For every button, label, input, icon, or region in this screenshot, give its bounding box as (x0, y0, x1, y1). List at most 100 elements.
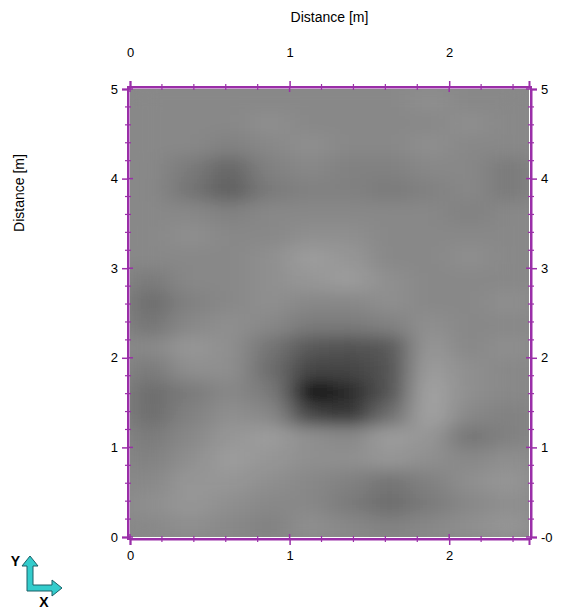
heat-cell (369, 358, 409, 381)
heat-cell (489, 111, 529, 134)
tick-mark (289, 87, 291, 92)
heat-cell (489, 156, 529, 179)
heat-cell (210, 358, 250, 381)
tick-mark (128, 357, 133, 359)
heat-cell (449, 201, 489, 224)
heat-cell (290, 335, 330, 358)
tick-mark (122, 89, 128, 91)
heat-cell (489, 313, 529, 336)
minor-tick (528, 375, 534, 376)
y-axis-left: 012345 (111, 82, 129, 545)
heat-cell (330, 515, 370, 537)
minor-tick (161, 536, 162, 542)
minor-tick (125, 465, 131, 466)
heat-cell (449, 358, 489, 381)
heat-cell (290, 492, 330, 515)
heat-cell (489, 179, 529, 202)
heat-cell (330, 470, 370, 493)
tick-label: 2 (541, 350, 548, 365)
minor-tick (528, 321, 534, 322)
tick-mark (130, 81, 132, 87)
heat-cell (489, 268, 529, 291)
tick-mark (449, 539, 451, 545)
heat-cell (489, 425, 529, 448)
tick-label: 3 (111, 261, 118, 276)
heat-cell (250, 335, 290, 358)
heat-cell (290, 134, 330, 157)
heat-cell (130, 291, 170, 314)
minor-tick (385, 536, 386, 542)
tick-label: 1 (286, 45, 293, 60)
tick-mark (531, 537, 537, 539)
heat-cell (210, 89, 250, 112)
heat-cell (409, 134, 449, 157)
tick-mark (531, 447, 537, 449)
tick-mark (526, 178, 531, 180)
heat-cell (290, 89, 330, 112)
heat-cell (409, 268, 449, 291)
heat-cell (210, 335, 250, 358)
heat-cell (290, 246, 330, 269)
heat-cell (449, 403, 489, 426)
heat-cell (449, 335, 489, 358)
minor-tick (528, 465, 534, 466)
minor-tick (528, 160, 534, 161)
tick-label: 1 (286, 548, 293, 563)
axis-line (122, 90, 129, 538)
minor-tick (528, 518, 534, 519)
heat-cell (250, 358, 290, 381)
heat-cell (210, 201, 250, 224)
heat-cell (250, 246, 290, 269)
minor-tick (125, 303, 131, 304)
minor-tick (528, 501, 534, 502)
minor-tick (528, 106, 534, 107)
tick: 0 (111, 530, 128, 545)
tick: 0 (127, 539, 134, 563)
tick: 4 (531, 171, 548, 186)
heat-cell (409, 492, 449, 515)
tick-label: -0 (541, 530, 553, 545)
tick-mark (531, 268, 537, 270)
minor-tick (225, 536, 226, 542)
heat-cell (409, 335, 449, 358)
heat-cell (170, 358, 210, 381)
heat-cell (290, 358, 330, 381)
axis-arrows (22, 556, 62, 596)
minor-tick (528, 250, 534, 251)
tick-label: 1 (111, 440, 118, 455)
heat-cell (409, 358, 449, 381)
heat-cell (170, 268, 210, 291)
heat-cell (489, 447, 529, 470)
heat-cell (130, 447, 170, 470)
heat-cell (130, 201, 170, 224)
minor-tick (125, 429, 131, 430)
heat-cell (369, 134, 409, 157)
heat-cell (250, 492, 290, 515)
heat-cell (409, 515, 449, 537)
heat-cell (130, 335, 170, 358)
heat-cell (130, 515, 170, 537)
minor-tick (512, 536, 513, 542)
heat-cell (250, 201, 290, 224)
heat-cell (369, 89, 409, 112)
heat-cell (290, 425, 330, 448)
heat-cell (290, 291, 330, 314)
tick: 2 (531, 350, 548, 365)
heat-cell (210, 425, 250, 448)
heat-cell (409, 246, 449, 269)
minor-tick (481, 536, 482, 542)
heat-cell (170, 291, 210, 314)
heat-cell (330, 380, 370, 403)
heat-cell (210, 223, 250, 246)
heat-cell (170, 335, 210, 358)
heat-cell (330, 313, 370, 336)
heat-cell (369, 470, 409, 493)
heat-cell (449, 313, 489, 336)
heat-cell (130, 380, 170, 403)
heat-cell (330, 89, 370, 112)
heat-cell (170, 313, 210, 336)
heat-cell (449, 470, 489, 493)
heat-cell (130, 403, 170, 426)
heat-cell (369, 156, 409, 179)
tick: -0 (531, 530, 553, 545)
